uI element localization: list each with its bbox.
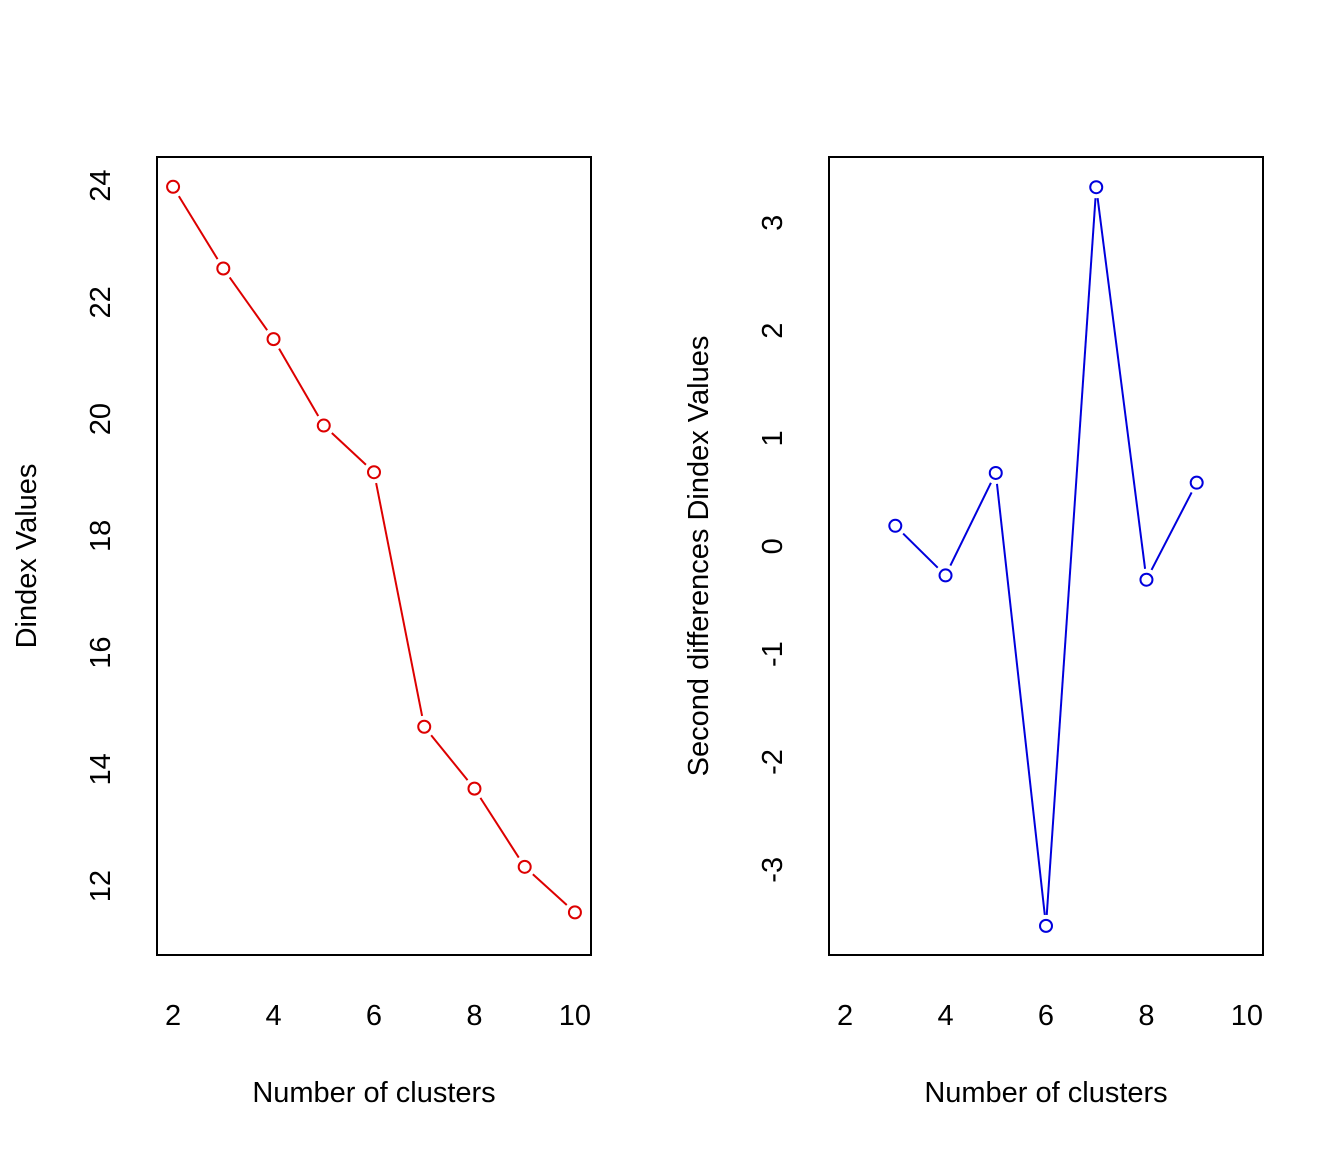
left-series-segment	[331, 432, 367, 466]
left-data-point	[216, 261, 231, 276]
right-data-point	[1089, 180, 1104, 195]
left-data-point	[266, 332, 281, 347]
right-y-tick-label: -1	[757, 641, 789, 667]
left-y-tick-label: 12	[85, 870, 117, 902]
right-y-tick-label: -3	[757, 857, 789, 883]
right-y-tick-label: 2	[757, 323, 789, 339]
left-data-point	[367, 465, 381, 480]
right-data-point	[888, 518, 903, 533]
right-data-point	[938, 568, 953, 583]
left-x-tick-label: 10	[559, 1000, 591, 1032]
left-y-tick-label: 24	[85, 169, 117, 201]
left-data-point	[517, 859, 532, 874]
left-x-tick-label: 6	[366, 1000, 382, 1032]
right-y-tick-label: 0	[757, 538, 789, 554]
left-series-segment	[177, 195, 219, 260]
left-y-tick-label: 22	[85, 286, 117, 318]
right-y-tick-label: 3	[757, 215, 789, 231]
left-y-tick-label: 18	[85, 520, 117, 552]
right-series-segment	[902, 532, 939, 569]
right-x-axis-title: Number of clusters	[924, 1077, 1167, 1109]
left-y-axis-title: Dindex Values	[11, 464, 43, 649]
left-x-tick-label: 2	[165, 1000, 181, 1032]
left-data-point	[467, 781, 482, 796]
left-series-segment	[532, 873, 568, 906]
left-series-segment	[228, 276, 268, 331]
left-series-segment	[430, 734, 469, 781]
right-series-segment	[1096, 197, 1147, 569]
right-series-segment	[949, 482, 992, 566]
right-series-segment	[995, 483, 1046, 916]
left-series-segment	[278, 348, 320, 417]
right-series-segment	[1045, 198, 1097, 915]
left-y-tick-label: 16	[85, 636, 117, 668]
right-data-point	[1139, 572, 1154, 587]
right-y-tick-label: 1	[757, 430, 789, 446]
left-data-point	[166, 179, 181, 194]
right-y-tick-label: -2	[757, 749, 789, 775]
left-y-tick-label: 20	[85, 403, 117, 435]
right-data-point	[988, 465, 1003, 480]
right-x-tick-label: 10	[1231, 1000, 1263, 1032]
right-x-tick-label: 2	[837, 1000, 853, 1032]
left-data-point	[316, 418, 331, 433]
right-data-point	[1039, 918, 1053, 933]
right-chart-panel: 2 4 6 8 10 -3 -2 -1 0 1 2 3 Number of clusters Second…	[683, 156, 1264, 1109]
right-x-tick-label: 8	[1138, 1000, 1154, 1032]
right-x-tick-label: 6	[1038, 1000, 1054, 1032]
left-x-axis-title: Number of clusters	[252, 1077, 495, 1109]
right-series-segment	[1150, 491, 1193, 571]
right-plot-frame	[828, 156, 1264, 956]
left-data-point	[417, 719, 432, 734]
left-plot-frame	[156, 156, 592, 956]
left-series-segment	[479, 797, 520, 859]
left-data-point	[567, 905, 582, 920]
left-x-tick-label: 4	[265, 1000, 281, 1032]
right-data-point	[1189, 475, 1204, 490]
right-x-tick-label: 4	[937, 1000, 953, 1032]
left-y-tick-label: 14	[85, 753, 117, 785]
right-y-axis-title: Second differences Dindex Values	[683, 336, 715, 777]
left-series-segment	[375, 482, 424, 717]
left-x-tick-label: 8	[466, 1000, 482, 1032]
